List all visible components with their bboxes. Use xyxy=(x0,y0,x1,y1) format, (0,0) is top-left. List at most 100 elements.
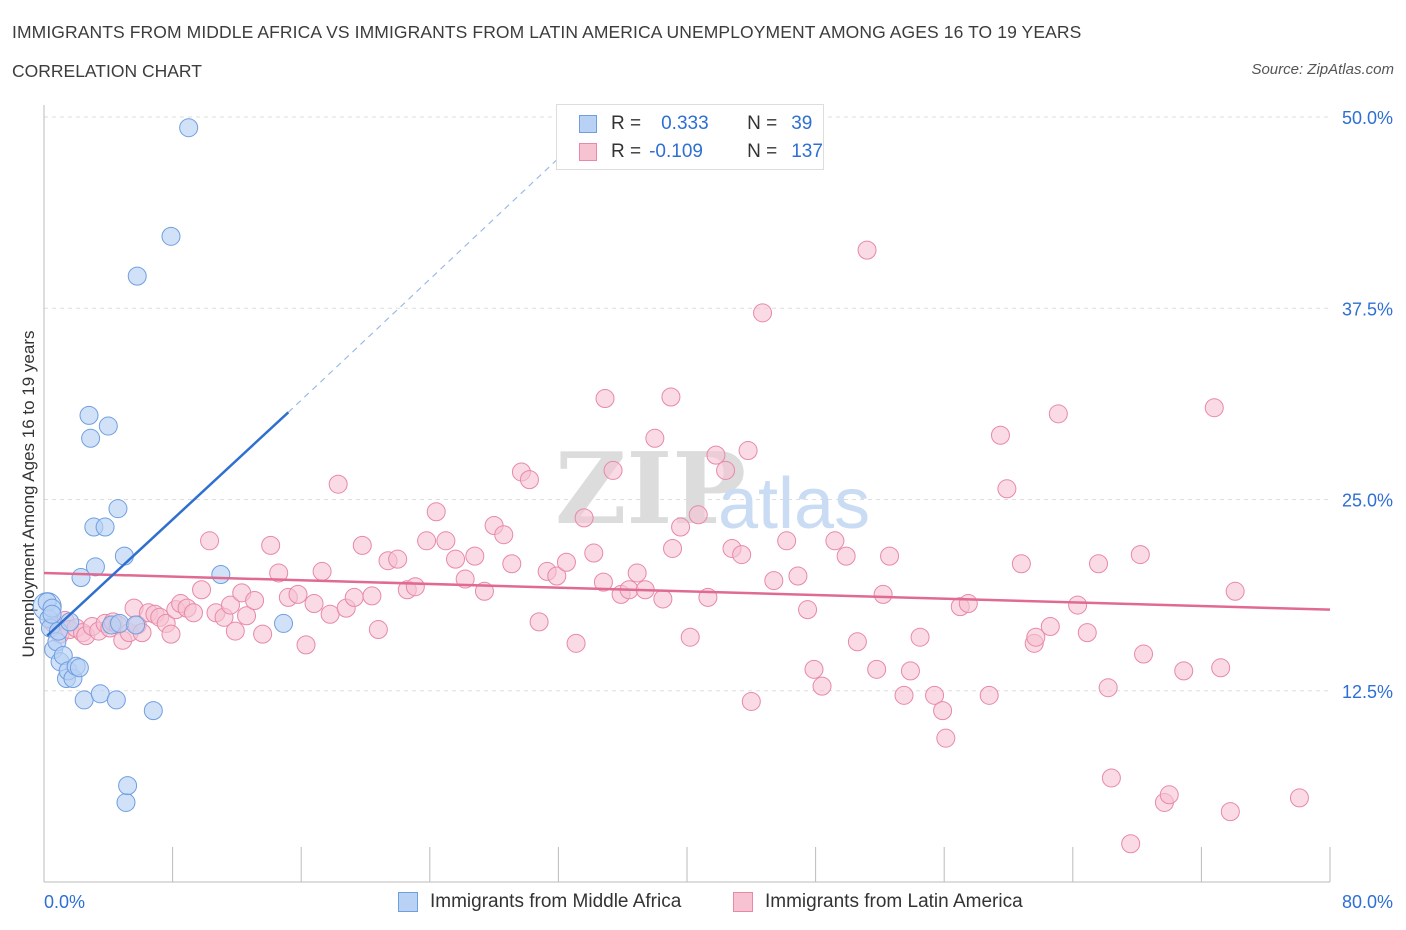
legend-n-value: 137 xyxy=(791,141,823,162)
data-point xyxy=(1121,834,1141,854)
data-point xyxy=(237,606,257,626)
data-point xyxy=(1011,554,1031,574)
data-point xyxy=(269,563,289,583)
data-point xyxy=(1098,678,1118,698)
legend-swatch-blue xyxy=(579,115,597,133)
chart-title: IMMIGRANTS FROM MIDDLE AFRICA VS IMMIGRA… xyxy=(12,22,1082,42)
legend-n-label: N = xyxy=(747,141,778,162)
data-point xyxy=(1289,788,1309,808)
data-point xyxy=(741,691,761,711)
data-point xyxy=(161,624,181,644)
data-point xyxy=(296,635,316,655)
data-point xyxy=(42,604,62,624)
data-point xyxy=(116,792,136,812)
data-point xyxy=(69,658,89,678)
data-point xyxy=(118,776,138,796)
bottom-legend-latin-america: Immigrants from Latin America xyxy=(733,890,1023,914)
data-point xyxy=(519,470,539,490)
watermark-atlas: atlas xyxy=(718,464,870,544)
data-point xyxy=(1159,785,1179,805)
data-point xyxy=(417,531,437,551)
chart-subtitle: CORRELATION CHART xyxy=(12,61,202,81)
data-point xyxy=(1225,581,1245,601)
data-point xyxy=(79,405,99,425)
data-point xyxy=(328,474,348,494)
data-point xyxy=(312,561,332,581)
data-point xyxy=(661,387,681,407)
data-point xyxy=(200,531,220,551)
data-point xyxy=(1048,404,1068,424)
data-point xyxy=(288,584,308,604)
data-point xyxy=(716,460,736,480)
data-point xyxy=(764,571,784,591)
data-point xyxy=(1068,595,1088,615)
data-point xyxy=(753,303,773,323)
trend-line-latin-america xyxy=(43,571,1331,611)
data-point xyxy=(933,701,953,721)
data-point xyxy=(1130,545,1150,565)
data-point xyxy=(114,546,134,566)
data-point xyxy=(1174,661,1194,681)
legend-row-latin-america: R = -0.109 N = 137 xyxy=(579,139,823,165)
legend-r-value: 0.333 xyxy=(661,113,709,134)
data-point xyxy=(732,545,752,565)
data-point xyxy=(1204,398,1224,418)
data-point xyxy=(253,624,273,644)
data-point xyxy=(436,531,456,551)
data-point xyxy=(894,685,914,705)
x-tick-label: 0.0% xyxy=(44,892,85,912)
data-point xyxy=(225,621,245,641)
data-point xyxy=(143,701,163,721)
data-point xyxy=(788,566,808,586)
y-tick-label: 25.0% xyxy=(1342,491,1393,511)
series-middle-africa xyxy=(32,118,294,812)
data-point xyxy=(95,517,115,537)
trend-lines xyxy=(43,157,1331,637)
data-point xyxy=(680,627,700,647)
data-point xyxy=(1026,627,1046,647)
data-point xyxy=(465,546,485,566)
legend-n-value: 39 xyxy=(791,113,813,134)
data-point xyxy=(261,535,281,555)
data-point xyxy=(368,620,388,640)
data-point xyxy=(1134,644,1154,664)
data-point xyxy=(653,589,673,609)
data-point xyxy=(502,554,522,574)
data-point xyxy=(688,505,708,525)
data-point xyxy=(405,577,425,597)
data-point xyxy=(494,525,514,545)
data-point xyxy=(990,425,1010,445)
data-point xyxy=(867,659,887,679)
y-tick-label: 37.5% xyxy=(1342,299,1393,319)
data-point xyxy=(566,633,586,653)
data-point xyxy=(574,508,594,528)
data-point xyxy=(706,445,726,465)
data-point xyxy=(593,572,613,592)
source-label: Source: ZipAtlas.com xyxy=(1251,61,1394,78)
data-point xyxy=(245,590,265,610)
data-point xyxy=(161,226,181,246)
legend-n-label: N = xyxy=(747,113,778,134)
data-point xyxy=(671,517,691,537)
data-point xyxy=(857,240,877,260)
data-point xyxy=(220,595,240,615)
y-tick-labels: 12.5% 25.0% 37.5% 50.0% xyxy=(1342,108,1393,702)
data-point xyxy=(1211,658,1231,678)
data-point xyxy=(925,685,945,705)
data-point xyxy=(836,546,856,566)
data-point xyxy=(274,613,294,633)
data-point xyxy=(81,428,101,448)
data-point xyxy=(804,659,824,679)
data-point xyxy=(1101,768,1121,788)
data-point xyxy=(556,552,576,572)
data-point xyxy=(426,502,446,522)
series-latin-america xyxy=(44,240,1309,854)
data-point xyxy=(847,632,867,652)
trend-line-middle-africa xyxy=(46,411,290,637)
data-point xyxy=(90,684,110,704)
legend-row-middle-africa: R = 0.333 N = 39 xyxy=(579,111,812,137)
data-point xyxy=(85,557,105,577)
data-point xyxy=(1077,623,1097,643)
data-point xyxy=(127,266,147,286)
data-point xyxy=(595,389,615,409)
